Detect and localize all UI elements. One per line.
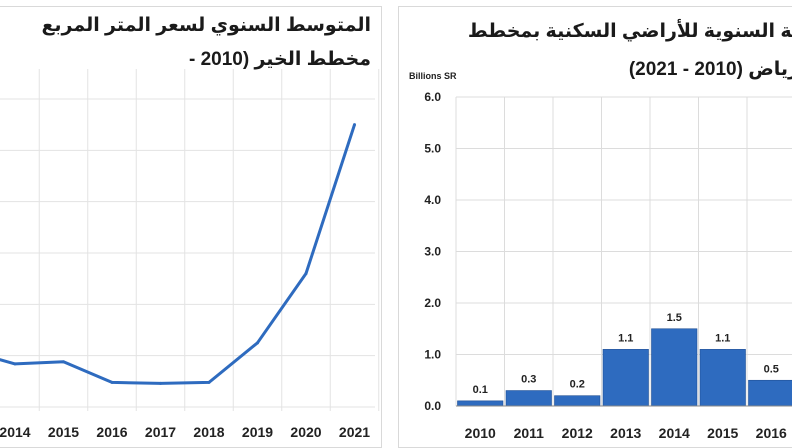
y-tick-label: 5.0 [424,142,441,156]
x-tick-label: 2014 [659,425,690,441]
bar [555,396,601,406]
x-tick-label: 2021 [339,424,370,440]
x-tick-label: 2013 [610,425,641,441]
bar-data-label: 0.5 [764,363,779,375]
x-tick-label: 2011 [514,425,545,441]
series-line [0,125,355,384]
x-tick-label: 2016 [756,425,787,441]
left-chart-panel: المتوسط السنوي لسعر المتر المربع مخطط ال… [0,6,382,448]
bar-data-label: 1.1 [715,332,730,344]
data-point [62,360,65,363]
x-tick-label: 2019 [242,424,273,440]
x-tick-label: 2017 [145,424,176,440]
x-tick-label: 2016 [96,424,127,440]
bar-data-label: 1.1 [618,332,633,344]
data-point [305,272,308,275]
bar-data-label: 0.1 [473,384,488,396]
y-tick-label: 2.0 [424,296,441,310]
x-tick-label: 2015 [48,424,79,440]
y-tick-label: 0.0 [424,399,441,413]
bar [700,349,746,406]
y-tick-label: 3.0 [424,245,441,259]
x-tick-label: 2014 [0,424,31,440]
x-tick-label: 2018 [193,424,224,440]
bar [458,401,504,406]
x-tick-label: 2010 [465,425,496,441]
bar-data-label: 1.5 [667,312,682,324]
bar-chart: 0.0 1.0 2.0 3.0 4.0 5.0 6.0 0.1 2010 0.3 2011 0.2 20… [399,7,792,447]
y-tick-label: 4.0 [424,193,441,207]
data-point [353,123,356,126]
y-tick-label: 6.0 [424,90,441,104]
x-tick-label: 2012 [562,425,593,441]
data-point [111,381,114,384]
data-point [14,362,17,365]
bar [652,329,698,406]
bar [506,391,552,406]
x-tick-label: 2020 [290,424,321,440]
bar-data-label: 0.2 [570,379,585,391]
data-point [159,382,162,385]
data-point [208,381,211,384]
data-point [256,341,259,344]
x-tick-label: 2015 [707,425,738,441]
bar-data-label: 0.3 [521,374,536,386]
right-chart-panel: ية السنوية للأراضي السكنية بمخطط رياض (2… [398,6,792,448]
line-chart: 2014 2015 2016 2017 2018 2019 2020 2021 [0,7,381,447]
y-tick-label: 1.0 [424,348,441,362]
bar [749,380,792,406]
bar [603,349,649,406]
